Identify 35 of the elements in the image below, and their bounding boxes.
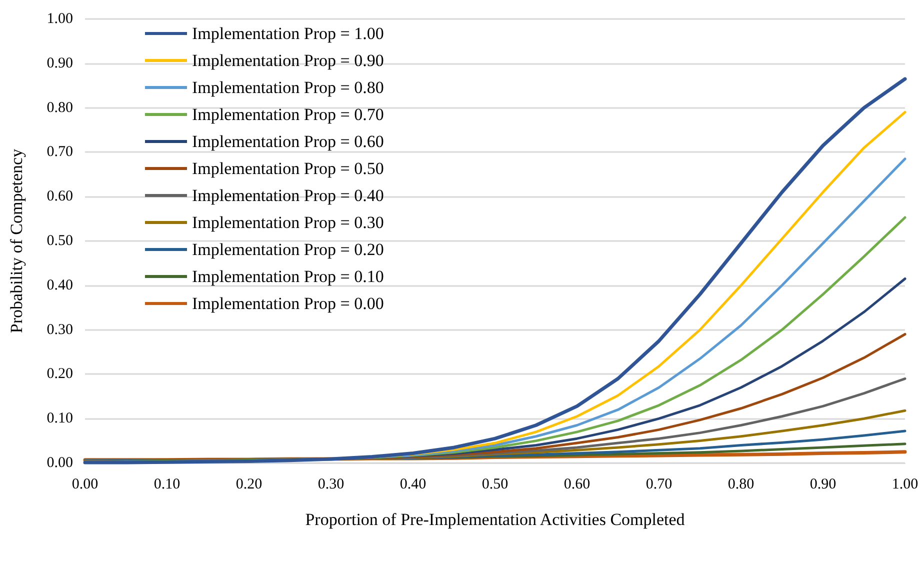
y-tick-label: 0.80 bbox=[46, 100, 73, 116]
legend-label: Implementation Prop = 0.90 bbox=[192, 51, 384, 70]
legend-label: Implementation Prop = 1.00 bbox=[192, 24, 384, 43]
x-tick-label: 0.20 bbox=[236, 476, 262, 492]
x-axis-title: Proportion of Pre-Implementation Activities Completed bbox=[305, 510, 686, 529]
y-tick-label: 0.20 bbox=[46, 366, 73, 382]
x-tick-label: 0.60 bbox=[564, 476, 590, 492]
x-tick-label: 0.40 bbox=[400, 476, 426, 492]
y-tick-label: 0.30 bbox=[46, 322, 73, 338]
legend-label: Implementation Prop = 0.50 bbox=[192, 159, 384, 178]
x-tick-label: 1.00 bbox=[892, 476, 918, 492]
legend-label: Implementation Prop = 0.40 bbox=[192, 186, 384, 205]
y-axis-title: Probability of Competency bbox=[7, 148, 26, 334]
y-tick-label: 0.50 bbox=[46, 233, 73, 249]
x-tick-label: 0.70 bbox=[646, 476, 672, 492]
x-tick-label: 0.80 bbox=[728, 476, 754, 492]
y-tick-label: 0.90 bbox=[46, 55, 73, 72]
y-tick-label: 0.60 bbox=[46, 188, 73, 205]
legend-label: Implementation Prop = 0.10 bbox=[192, 267, 384, 286]
legend-label: Implementation Prop = 0.80 bbox=[192, 78, 384, 97]
x-tick-label: 0.10 bbox=[154, 476, 180, 492]
legend-label: Implementation Prop = 0.70 bbox=[192, 105, 384, 124]
y-tick-label: 1.00 bbox=[46, 11, 73, 27]
x-tick-label: 0.50 bbox=[482, 476, 508, 492]
y-tick-label: 0.10 bbox=[46, 410, 73, 427]
x-tick-label: 0.00 bbox=[72, 476, 98, 492]
legend-label: Implementation Prop = 0.30 bbox=[192, 213, 384, 232]
y-tick-label: 0.40 bbox=[46, 277, 73, 294]
y-tick-label: 0.00 bbox=[46, 455, 73, 471]
legend-label: Implementation Prop = 0.60 bbox=[192, 132, 384, 151]
x-tick-label: 0.90 bbox=[810, 476, 836, 492]
y-tick-label: 0.70 bbox=[46, 144, 73, 160]
x-tick-label: 0.30 bbox=[318, 476, 344, 492]
legend-label: Implementation Prop = 0.00 bbox=[192, 294, 384, 313]
legend-label: Implementation Prop = 0.20 bbox=[192, 240, 384, 259]
